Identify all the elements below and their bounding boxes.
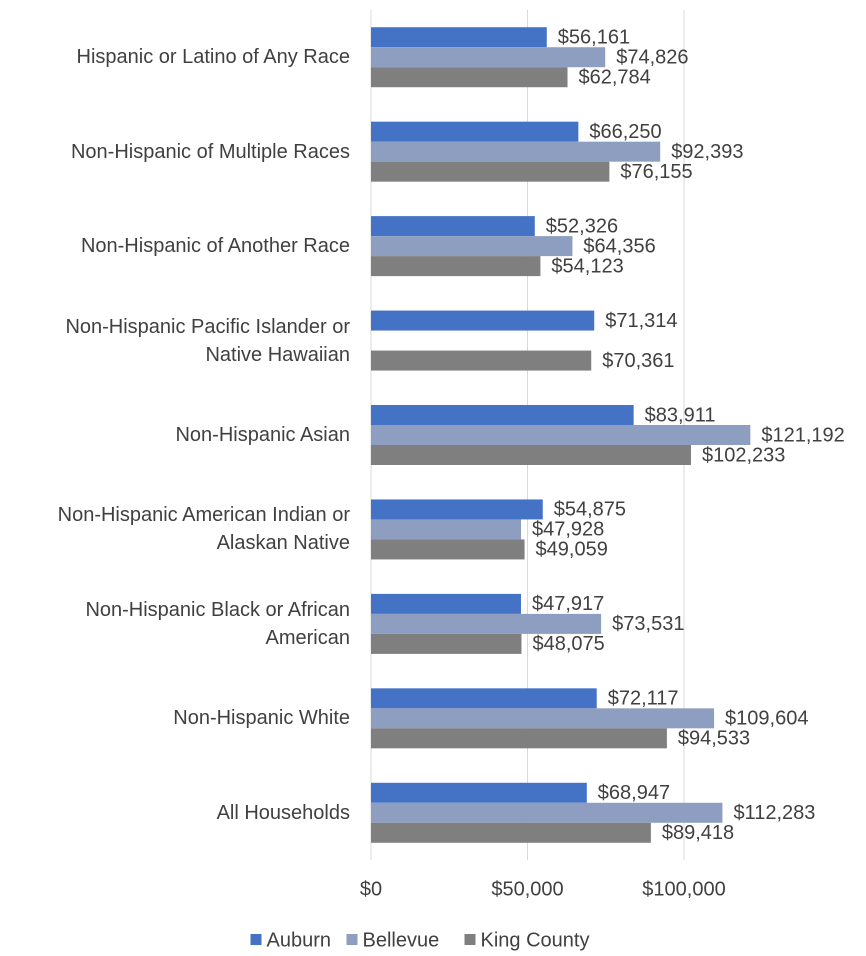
value-label: $48,075	[532, 633, 604, 655]
bar	[371, 708, 715, 729]
bar	[371, 539, 525, 560]
x-tick-label: $50,000	[491, 878, 563, 900]
category-label: Non-Hispanic of Multiple Races	[70, 140, 350, 163]
value-label: $70,361	[602, 350, 674, 372]
bar	[371, 425, 751, 445]
category-label: Hispanic or Latino of Any Race	[76, 46, 351, 69]
category-label: Non-Hispanic Asian	[175, 424, 350, 446]
value-label: $68,947	[598, 782, 670, 804]
legend-label: King County	[481, 929, 590, 951]
bar	[371, 47, 606, 68]
category-label: All Households	[216, 801, 350, 824]
bar	[371, 256, 541, 277]
bar	[371, 445, 691, 465]
value-label: $73,531	[612, 613, 684, 635]
category-label: Non-Hispanic Pacific Islander or Native …	[65, 315, 350, 366]
category-label: Non-Hispanic Black or African American	[85, 598, 350, 649]
bar	[371, 350, 592, 371]
value-label: $76,155	[620, 161, 692, 183]
value-label: $49,059	[536, 539, 608, 561]
value-label: $52,326	[546, 215, 618, 237]
legend-swatch	[464, 934, 476, 945]
bar	[371, 802, 723, 823]
legend-label: Bellevue	[363, 929, 440, 951]
legend-swatch	[346, 934, 358, 945]
bar	[371, 67, 568, 88]
bar	[371, 613, 602, 634]
bar	[371, 27, 547, 48]
value-label: $66,250	[589, 121, 661, 143]
bar	[371, 499, 543, 520]
value-label: $71,314	[605, 310, 677, 332]
x-tick-label: $0	[360, 878, 382, 900]
bar	[371, 236, 573, 257]
bar	[371, 593, 521, 614]
bar	[371, 161, 610, 182]
bar	[371, 822, 651, 843]
bar	[371, 216, 535, 237]
bar	[371, 519, 522, 540]
value-label: $62,784	[579, 67, 651, 89]
value-label: $83,911	[645, 404, 716, 426]
value-label: $74,826	[616, 47, 688, 69]
value-label: $102,233	[702, 444, 785, 466]
bar	[371, 141, 661, 162]
bar	[371, 121, 579, 142]
value-label: $109,604	[725, 708, 808, 730]
value-label: $112,283	[733, 802, 815, 824]
bar	[371, 688, 597, 709]
bar	[371, 728, 667, 749]
legend-label: Auburn	[267, 929, 332, 951]
category-label: Non-Hispanic American Indian or Alaskan …	[57, 504, 350, 555]
value-label: $121,192	[761, 424, 844, 446]
value-label: $89,418	[662, 822, 734, 844]
bar	[371, 633, 522, 654]
bar	[371, 405, 634, 425]
category-label: Non-Hispanic of Another Race	[80, 235, 350, 258]
bar	[371, 782, 587, 803]
value-label: $54,123	[551, 255, 623, 277]
bar	[371, 310, 595, 331]
x-tick-label: $100,000	[642, 878, 725, 900]
value-label: $94,533	[678, 728, 750, 750]
value-label: $47,917	[532, 593, 604, 615]
value-label: $54,875	[554, 499, 626, 521]
value-label: $47,928	[532, 519, 604, 541]
legend-swatch	[250, 934, 262, 945]
value-label: $92,393	[671, 141, 743, 163]
value-label: $64,356	[583, 235, 655, 257]
value-label: $72,117	[608, 688, 679, 710]
category-label: Non-Hispanic White	[173, 707, 350, 730]
value-label: $56,161	[558, 27, 630, 49]
